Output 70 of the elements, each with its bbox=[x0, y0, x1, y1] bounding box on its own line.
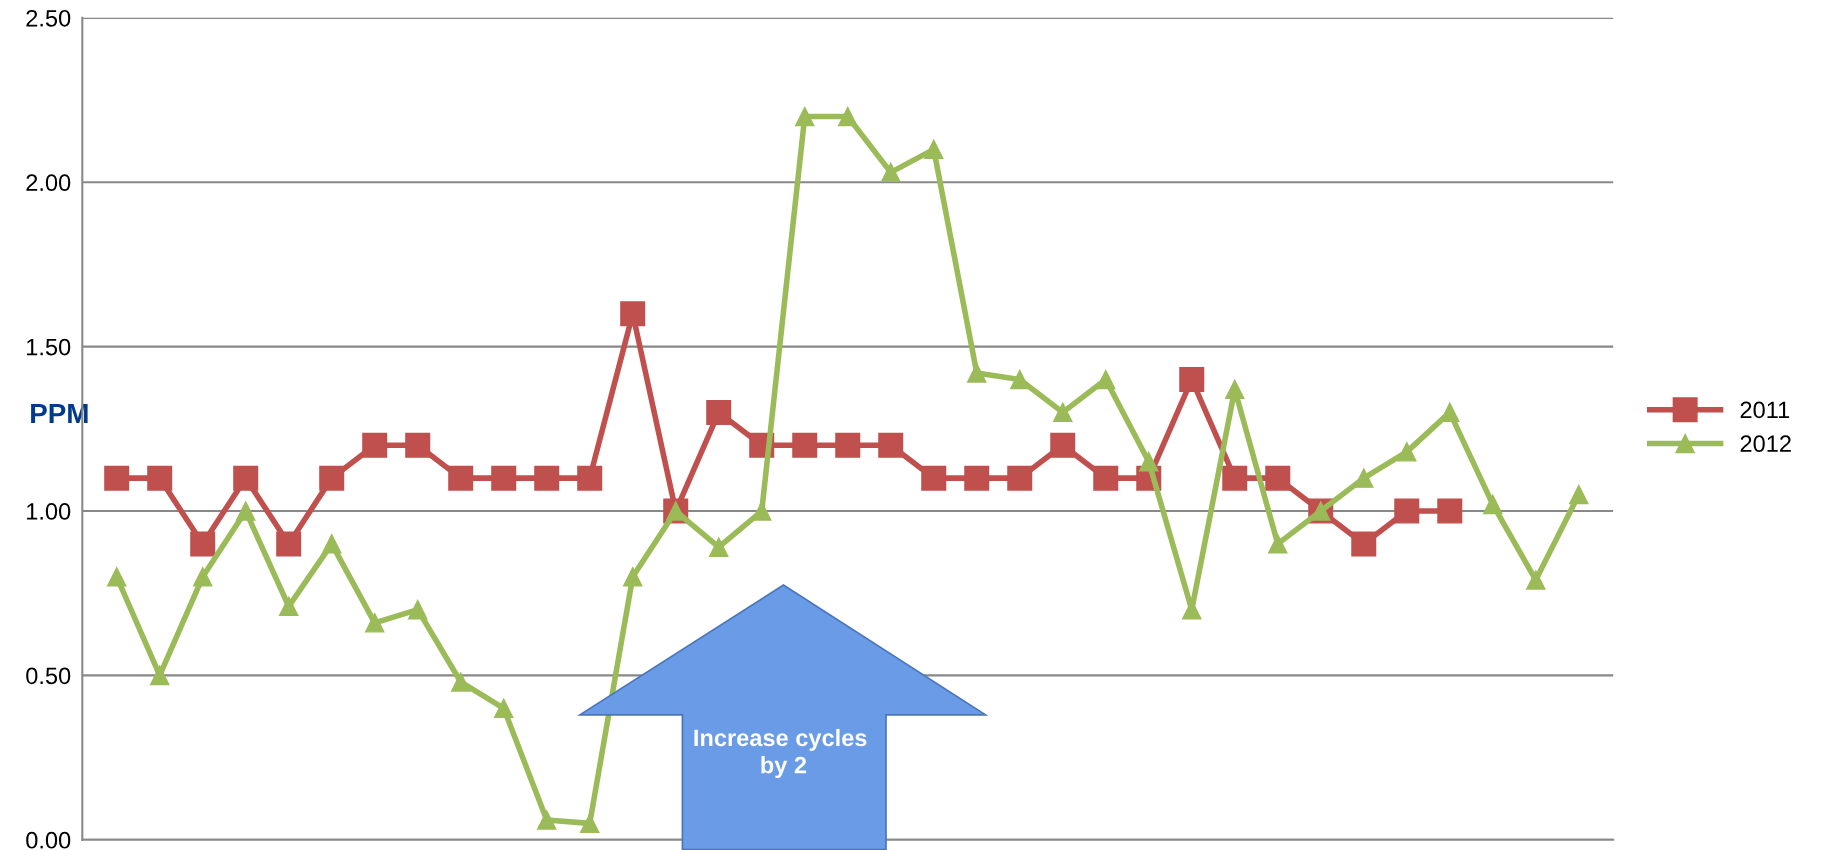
point bbox=[405, 432, 431, 458]
point bbox=[709, 537, 729, 557]
point bbox=[1096, 369, 1116, 390]
point bbox=[1225, 379, 1245, 400]
point bbox=[362, 432, 388, 458]
point bbox=[838, 106, 858, 127]
point bbox=[149, 665, 170, 686]
annotation: Increase cycles by 2 bbox=[694, 728, 867, 779]
point bbox=[494, 698, 514, 719]
point bbox=[1179, 367, 1205, 393]
point bbox=[1526, 570, 1546, 590]
point bbox=[706, 399, 732, 425]
point bbox=[924, 139, 944, 160]
y-tick-label: 1.00 bbox=[27, 503, 71, 520]
point bbox=[792, 432, 818, 458]
point bbox=[1268, 534, 1288, 554]
y-axis-title: PPM bbox=[31, 403, 88, 424]
point bbox=[580, 813, 600, 834]
point bbox=[534, 465, 560, 491]
point bbox=[1354, 468, 1374, 488]
point bbox=[278, 596, 299, 617]
point bbox=[577, 465, 603, 491]
point bbox=[1440, 402, 1460, 423]
y-tick-label: 0.50 bbox=[26, 667, 71, 685]
point bbox=[1483, 494, 1503, 515]
point bbox=[364, 613, 385, 633]
point bbox=[106, 567, 127, 587]
point bbox=[104, 465, 130, 491]
point bbox=[752, 501, 772, 521]
y-tick-label: 1.50 bbox=[27, 338, 71, 356]
point bbox=[321, 534, 342, 554]
point bbox=[1050, 432, 1076, 458]
point bbox=[881, 162, 901, 183]
point bbox=[491, 465, 517, 491]
point bbox=[964, 465, 990, 491]
point bbox=[1053, 402, 1073, 423]
point bbox=[319, 465, 345, 491]
point bbox=[235, 501, 256, 521]
legend-label: 2012 bbox=[1740, 435, 1791, 453]
point bbox=[1139, 451, 1159, 472]
point bbox=[451, 672, 471, 692]
point bbox=[448, 465, 474, 491]
point bbox=[1093, 465, 1119, 491]
point bbox=[276, 531, 302, 557]
y-tick-label: 2.00 bbox=[26, 174, 71, 192]
point bbox=[795, 106, 815, 127]
point bbox=[147, 465, 173, 491]
point bbox=[1437, 498, 1463, 524]
point bbox=[1222, 465, 1248, 491]
point bbox=[623, 567, 643, 587]
point bbox=[192, 567, 213, 587]
point bbox=[967, 363, 987, 383]
legend-label: 2011 bbox=[1740, 401, 1790, 419]
y-tick-label: 0.00 bbox=[26, 831, 71, 849]
point bbox=[407, 599, 428, 620]
point bbox=[878, 432, 904, 458]
y-tick-label: 2.50 bbox=[26, 9, 71, 27]
point bbox=[537, 810, 557, 830]
point bbox=[620, 301, 646, 327]
point bbox=[1569, 484, 1589, 505]
point bbox=[1351, 531, 1377, 557]
point bbox=[190, 531, 216, 557]
point bbox=[1265, 465, 1291, 491]
point bbox=[1397, 442, 1417, 462]
point bbox=[1007, 465, 1033, 491]
point bbox=[835, 432, 861, 458]
point bbox=[1394, 498, 1420, 524]
point bbox=[233, 465, 259, 491]
point bbox=[921, 465, 947, 491]
point bbox=[1010, 369, 1030, 390]
